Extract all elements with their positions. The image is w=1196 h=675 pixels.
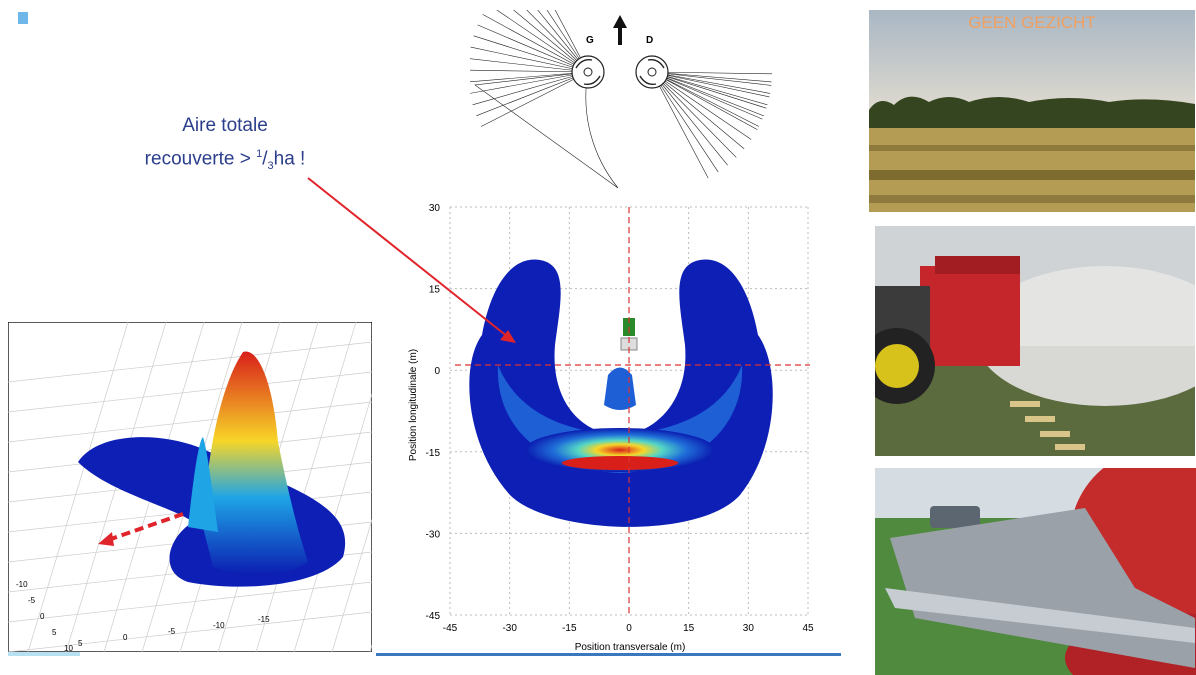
y-axis-label: Position longitudinale (m) xyxy=(408,349,419,461)
right-disc-label: D xyxy=(646,35,653,46)
surface-x-tick: 5 xyxy=(78,639,83,648)
accent-line xyxy=(376,653,841,656)
surface-x-tick: -15 xyxy=(258,615,270,624)
y-tick-label: -15 xyxy=(426,448,441,459)
coverage-annotation: Aire totale recouverte > 1/3ha ! xyxy=(140,112,310,180)
annotation-line-1: Aire totale xyxy=(182,115,268,136)
surface-y-tick: 10 xyxy=(64,644,73,652)
spread-pattern xyxy=(469,259,773,527)
annotation-suffix: ha ! xyxy=(273,148,306,170)
spinner-disc-diagram: G D xyxy=(470,10,773,189)
surface-x-tick: -5 xyxy=(168,627,176,636)
y-tick-label: -45 xyxy=(426,611,441,622)
reference-axes xyxy=(455,207,810,615)
surface-x-tick: -10 xyxy=(213,621,225,630)
x-tick-label: 30 xyxy=(743,623,755,634)
surface-x-tick: 0 xyxy=(123,633,128,642)
photo-caption: GEEN GEZICHT xyxy=(968,13,1096,32)
y-tick-label: -30 xyxy=(426,529,441,540)
x-tick-label: 0 xyxy=(626,623,632,634)
surface-y-tick: -10 xyxy=(16,580,28,589)
x-tick-labels: -45 -30 -15 0 15 30 45 xyxy=(443,623,814,634)
corner-underline xyxy=(8,652,80,656)
x-tick-label: -45 xyxy=(443,623,458,634)
y-tick-labels: 30 15 0 -15 -30 -45 xyxy=(426,203,441,622)
left-disc-icon xyxy=(571,55,605,89)
x-axis-label: Position transversale (m) xyxy=(575,642,686,653)
fraction-numerator: 1 xyxy=(256,148,263,160)
spreader-vane-photo xyxy=(875,468,1196,675)
x-tick-label: 45 xyxy=(802,623,814,634)
corner-mark xyxy=(18,12,28,24)
direction-arrow-icon xyxy=(98,512,184,546)
arrow-up-icon xyxy=(613,15,627,45)
field-photo: GEEN GEZICHT xyxy=(869,10,1195,212)
annotation-line-2: recouverte > 1/3ha ! xyxy=(144,148,306,173)
y-tick-label: 30 xyxy=(429,203,441,214)
fraction-denominator: 3 xyxy=(267,160,274,173)
surface-y-tick: -5 xyxy=(28,596,36,605)
right-disc-icon xyxy=(635,55,669,89)
x-tick-label: 15 xyxy=(683,623,695,634)
spread-distribution-plot: -45 -30 -15 0 15 30 45 30 15 0 -15 -30 -45 Position… xyxy=(408,203,814,653)
y-tick-label: 0 xyxy=(434,366,440,377)
surface-y-tick: 0 xyxy=(40,612,45,621)
spreader-photo xyxy=(875,226,1195,456)
spread-fan-lines xyxy=(470,10,773,189)
x-tick-label: -30 xyxy=(502,623,517,634)
annotation-prefix: recouverte > xyxy=(144,148,257,170)
x-tick-label: -15 xyxy=(562,623,577,634)
surface-y-tick: 5 xyxy=(52,628,57,637)
y-tick-label: 15 xyxy=(429,285,441,296)
left-disc-label: G xyxy=(586,35,594,46)
